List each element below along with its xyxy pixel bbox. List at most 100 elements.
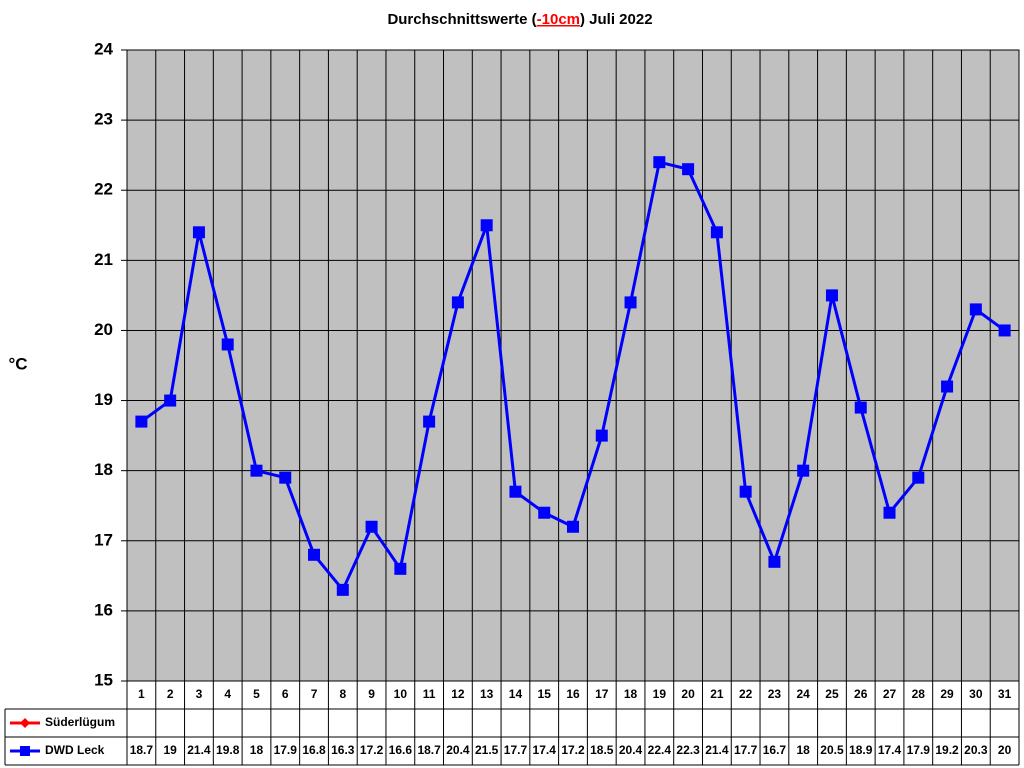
table-value: 21.4 [705, 743, 729, 757]
marker [883, 506, 896, 519]
marker [739, 485, 752, 498]
marker [250, 464, 263, 477]
table-value: 17.4 [533, 743, 557, 757]
title-part: Durchschnittswerte ( [387, 11, 536, 28]
marker [595, 429, 608, 442]
marker [336, 583, 349, 596]
table-value: 19.2 [935, 743, 959, 757]
table-value: 20.4 [619, 743, 643, 757]
x-tick-label: 26 [854, 687, 868, 701]
x-tick-label: 9 [368, 687, 375, 701]
y-tick-label: 23 [94, 110, 113, 129]
x-tick-label: 24 [797, 687, 811, 701]
title-part: -10cm [537, 11, 580, 28]
table-value: 16.7 [763, 743, 787, 757]
marker [912, 471, 925, 484]
table-value: 21.4 [187, 743, 211, 757]
table-value: 20.4 [446, 743, 470, 757]
marker [20, 746, 30, 756]
x-tick-label: 6 [282, 687, 289, 701]
x-tick-label: 16 [566, 687, 580, 701]
x-tick-label: 18 [624, 687, 638, 701]
marker [365, 520, 378, 533]
x-tick-label: 23 [768, 687, 782, 701]
marker [221, 338, 234, 351]
y-tick-label: 20 [94, 320, 113, 339]
marker [480, 219, 493, 232]
marker [682, 163, 695, 176]
x-tick-label: 4 [224, 687, 231, 701]
table-value: 18.7 [417, 743, 441, 757]
x-tick-label: 1 [138, 687, 145, 701]
table-value: 18 [250, 743, 264, 757]
x-tick-label: 21 [710, 687, 724, 701]
table-value: 16.3 [331, 743, 355, 757]
x-tick-label: 3 [196, 687, 203, 701]
marker [20, 718, 30, 728]
y-axis-label: °C [8, 354, 27, 373]
x-tick-label: 20 [681, 687, 695, 701]
y-tick-label: 24 [94, 39, 113, 58]
title-part: ) Juli 2022 [580, 11, 653, 28]
chart-title: Durchschnittswerte (-10cm) Juli 2022 [387, 11, 652, 28]
table-value: 18.7 [130, 743, 154, 757]
x-tick-label: 31 [998, 687, 1012, 701]
marker [854, 401, 867, 414]
table-value: 17.9 [907, 743, 931, 757]
x-tick-label: 27 [883, 687, 897, 701]
table-value: 19.8 [216, 743, 240, 757]
y-tick-label: 21 [94, 250, 113, 269]
legend-label: Süderlügum [45, 715, 115, 729]
x-tick-label: 29 [940, 687, 954, 701]
y-tick-label: 15 [94, 670, 113, 689]
table-value: 21.5 [475, 743, 499, 757]
marker [279, 471, 292, 484]
marker [969, 303, 982, 316]
table-value: 17.7 [734, 743, 758, 757]
table-value: 17.9 [274, 743, 298, 757]
table-value: 19 [163, 743, 177, 757]
x-tick-label: 11 [423, 687, 436, 701]
marker [768, 555, 781, 568]
x-tick-label: 15 [538, 687, 552, 701]
marker [567, 520, 579, 533]
marker [192, 226, 205, 239]
y-tick-label: 16 [94, 600, 113, 619]
marker [423, 415, 436, 428]
x-tick-label: 2 [167, 687, 174, 701]
y-tick-label: 18 [94, 460, 113, 479]
table-value: 18 [797, 743, 811, 757]
x-tick-label: 7 [311, 687, 318, 701]
legend-label: DWD Leck [45, 743, 105, 757]
table-value: 17.4 [878, 743, 902, 757]
plot-area [126, 49, 1020, 682]
table-value: 22.4 [648, 743, 672, 757]
table-value: 17.7 [504, 743, 528, 757]
table-value: 18.9 [849, 743, 873, 757]
marker [308, 548, 321, 561]
table-value: 16.6 [389, 743, 413, 757]
table-value: 18.5 [590, 743, 614, 757]
marker [825, 289, 838, 302]
marker [451, 296, 464, 309]
marker [624, 296, 637, 309]
marker [135, 415, 148, 428]
table-value: 16.8 [302, 743, 326, 757]
marker [653, 156, 666, 169]
x-tick-label: 8 [339, 687, 346, 701]
x-tick-label: 30 [969, 687, 983, 701]
table-value: 20 [998, 743, 1012, 757]
x-tick-label: 25 [825, 687, 839, 701]
y-tick-label: 22 [94, 180, 113, 199]
x-tick-label: 19 [653, 687, 667, 701]
x-tick-label: 5 [253, 687, 260, 701]
table-value: 22.3 [676, 743, 700, 757]
marker [538, 506, 551, 519]
x-tick-label: 10 [394, 687, 408, 701]
marker [509, 485, 522, 498]
x-tick-label: 14 [509, 687, 523, 701]
x-tick-label: 22 [739, 687, 753, 701]
table-value: 17.2 [360, 743, 384, 757]
